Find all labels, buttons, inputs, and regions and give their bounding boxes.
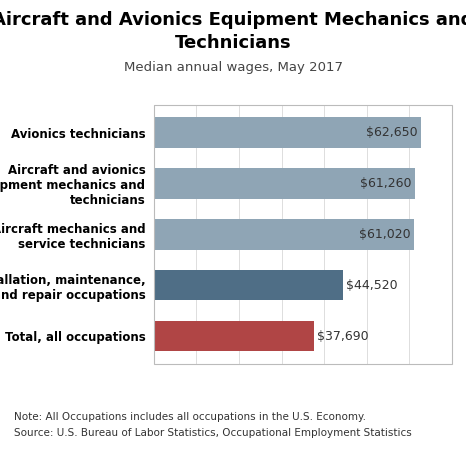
- Text: Note: All Occupations includes all occupations in the U.S. Economy.: Note: All Occupations includes all occup…: [14, 412, 366, 422]
- Bar: [154, 117, 421, 148]
- Text: $62,650: $62,650: [366, 126, 417, 139]
- Text: $61,260: $61,260: [360, 177, 411, 190]
- Text: $37,690: $37,690: [317, 329, 369, 343]
- Bar: [154, 321, 315, 351]
- Text: Aircraft and Avionics Equipment Mechanics and
Technicians: Aircraft and Avionics Equipment Mechanic…: [0, 11, 466, 51]
- Bar: [154, 219, 414, 250]
- Bar: [154, 168, 415, 199]
- Text: Median annual wages, May 2017: Median annual wages, May 2017: [123, 61, 343, 75]
- Text: $61,020: $61,020: [359, 228, 411, 241]
- Text: Source: U.S. Bureau of Labor Statistics, Occupational Employment Statistics: Source: U.S. Bureau of Labor Statistics,…: [14, 428, 412, 438]
- Text: $44,520: $44,520: [346, 278, 397, 292]
- Bar: [154, 270, 343, 300]
